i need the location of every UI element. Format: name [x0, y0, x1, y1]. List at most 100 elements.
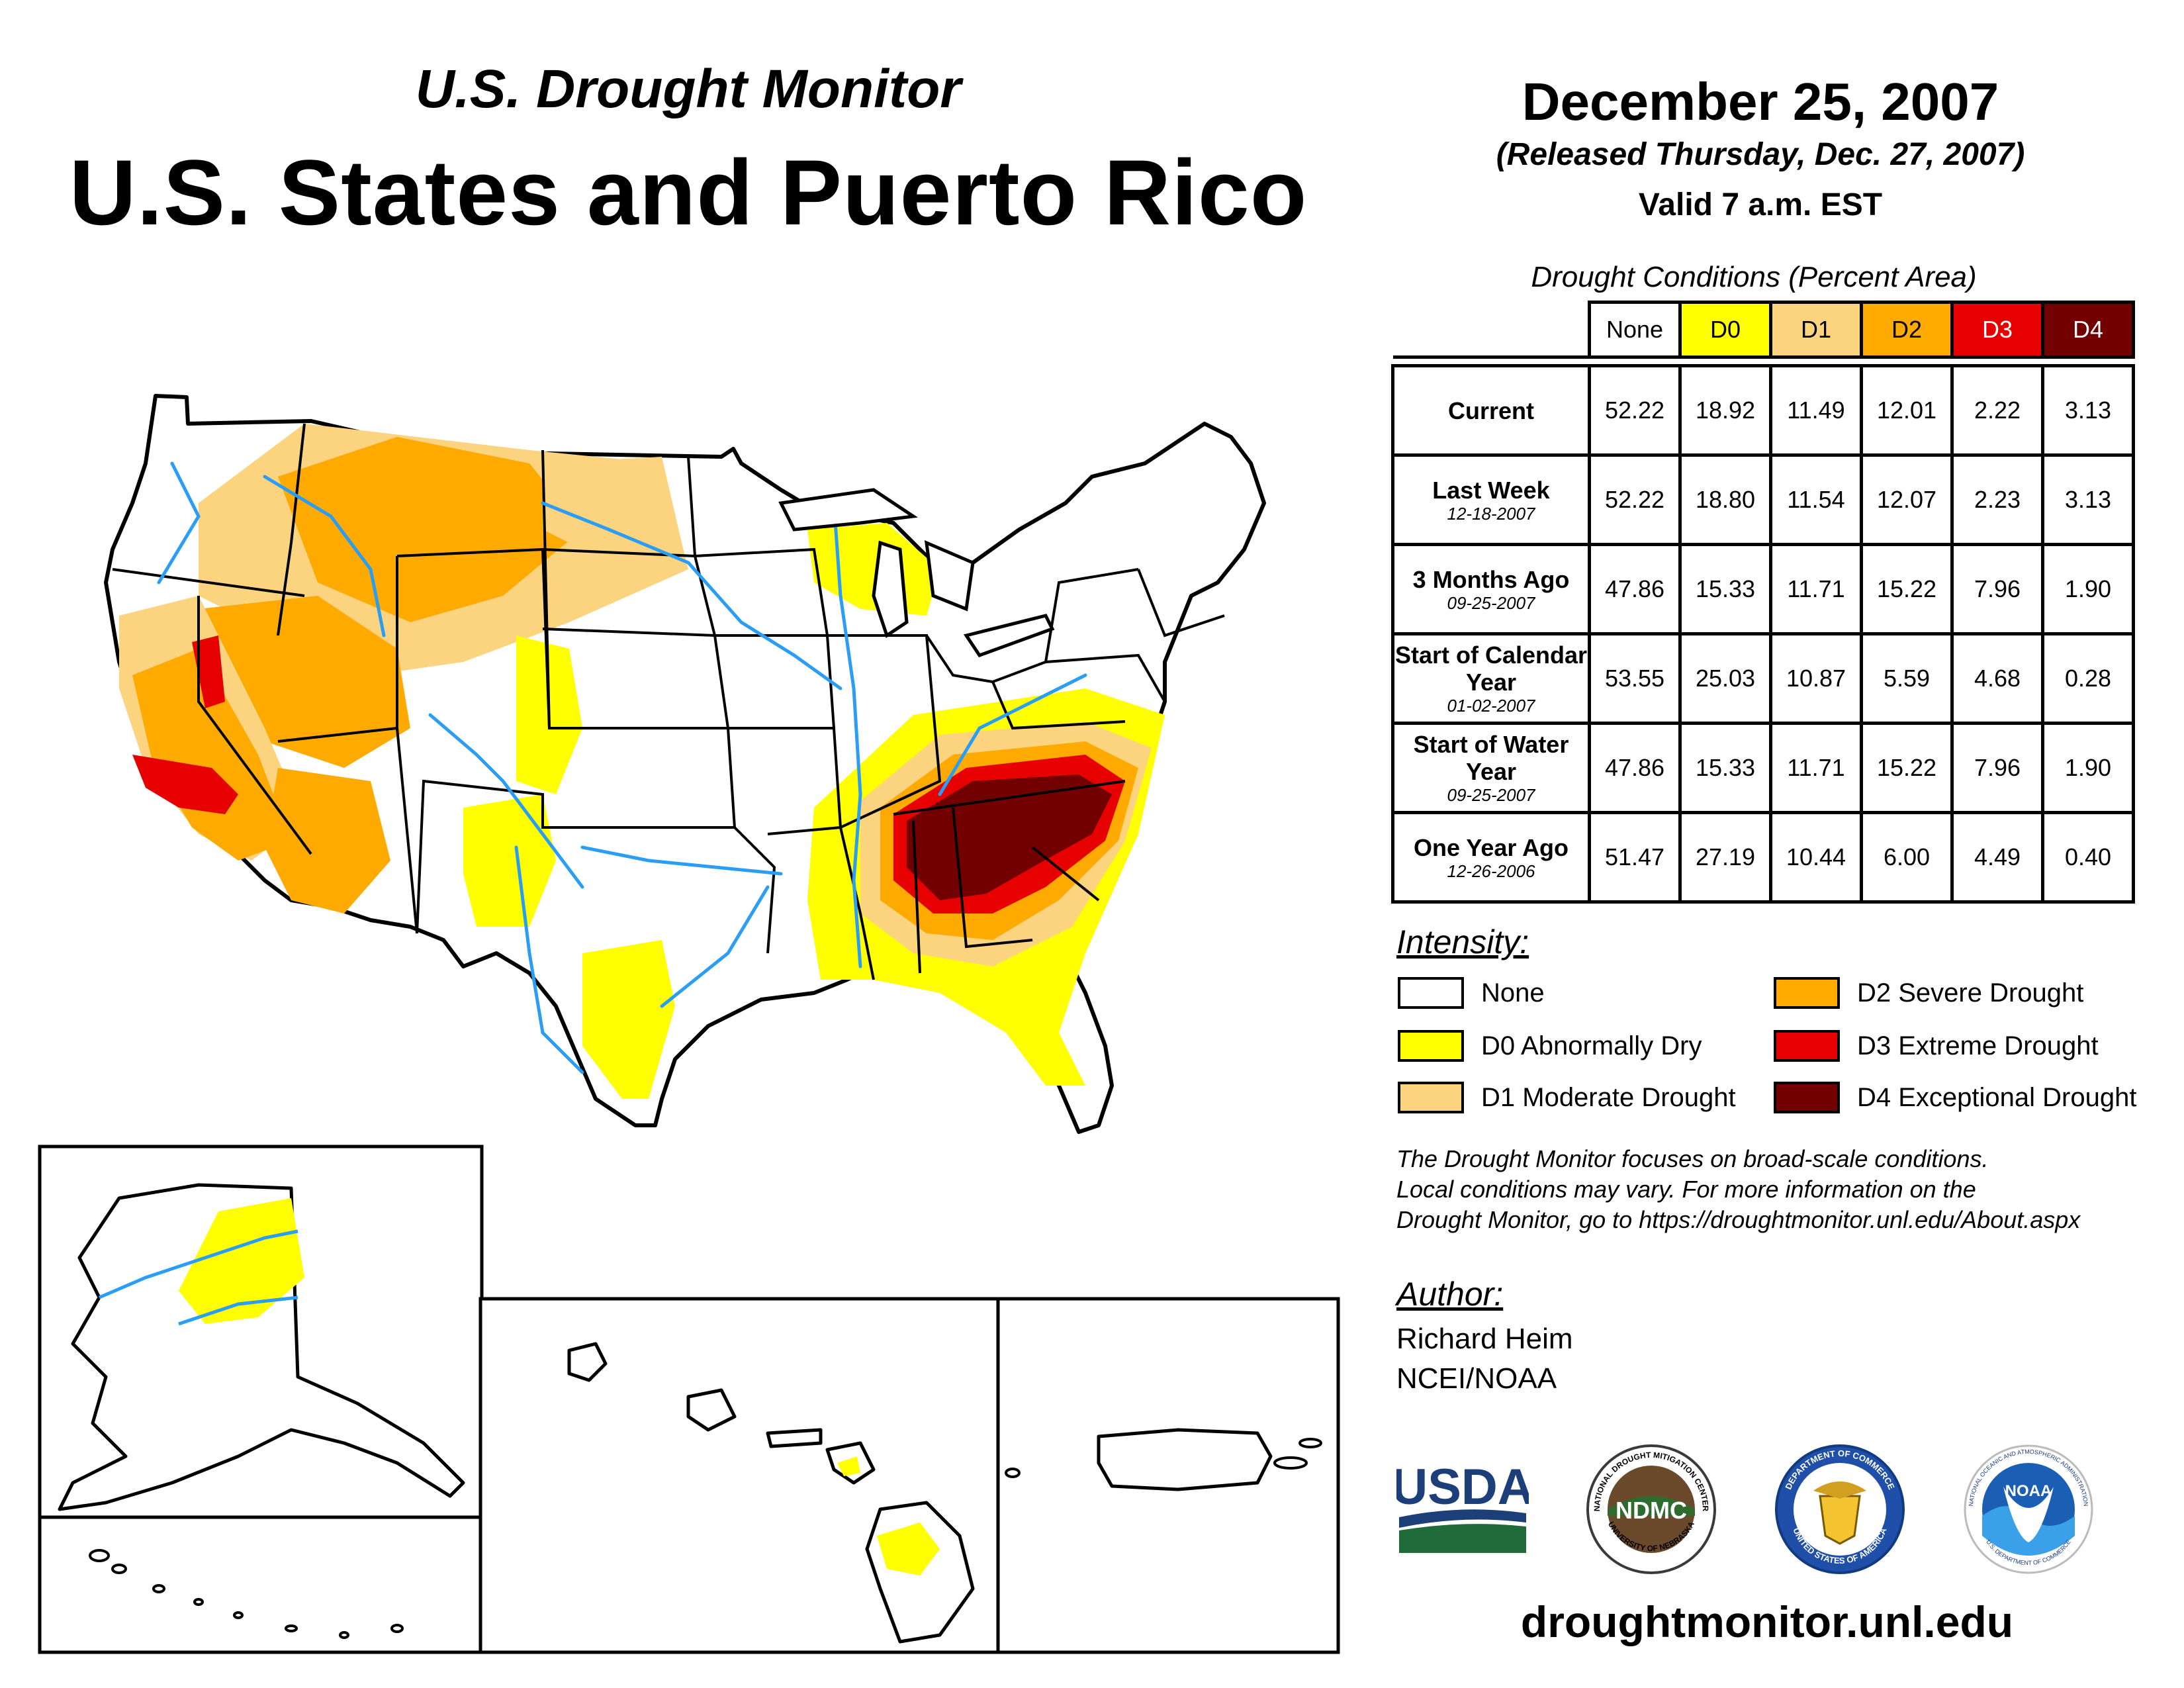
table-cell: 53.55: [1588, 632, 1682, 725]
eagle-wings-icon: [1813, 1481, 1866, 1499]
author-name: Richard Heim: [1396, 1323, 1573, 1355]
d2-area-arizona: [265, 768, 390, 914]
table-cell: 4.49: [1950, 811, 2044, 904]
table-row: Start of Water Year 09-25-2007 47.86 15.33 1…: [1391, 722, 2135, 814]
oahu: [686, 1388, 737, 1432]
noaa-bird-icon: [2003, 1487, 2054, 1542]
row-label-text: One Year Ago: [1413, 833, 1569, 861]
table-cell: 15.22: [1860, 543, 1954, 635]
lake-superior: [778, 488, 918, 532]
map-subtitle: U.S. Drought Monitor: [415, 59, 962, 119]
table-row: 3 Months Ago 09-25-2007 47.86 15.33 11.71 15.…: [1391, 543, 2135, 635]
row-label-text: Start of Water Year: [1413, 731, 1569, 785]
legend-title: Intensity:: [1396, 923, 1529, 961]
table-cell: 10.44: [1769, 811, 1863, 904]
map-date: December 25, 2007: [1522, 72, 1999, 131]
legend-swatch-d2: [1774, 977, 1840, 1009]
table-cell: 6.00: [1860, 811, 1954, 904]
table-cell: 18.92: [1678, 364, 1772, 457]
row-label: Current: [1391, 364, 1591, 457]
alaska-rivers: [99, 1229, 298, 1326]
ndmc-logo-text: NDMC: [1615, 1497, 1687, 1524]
row-label: One Year Ago 12-26-2006: [1391, 811, 1591, 904]
d3-area-california-north: [192, 635, 225, 708]
note-line-1: The Drought Monitor focuses on broad-sca…: [1396, 1145, 1989, 1172]
row-label-date: 12-18-2007: [1447, 503, 1535, 524]
rivers: [157, 461, 1087, 1074]
table-cell: 27.19: [1678, 811, 1772, 904]
legend-swatch-d3: [1774, 1030, 1840, 1062]
table-row: One Year Ago 12-26-2006 51.47 27.19 10.44 6.0…: [1391, 811, 2135, 904]
note-line-2: Local conditions may vary. For more info…: [1396, 1176, 1976, 1203]
table-corner: [1392, 302, 1591, 359]
table-cell: 11.71: [1769, 543, 1863, 635]
website-url[interactable]: droughtmonitor.unl.edu: [1520, 1597, 2014, 1646]
d0-area-newmexico: [463, 794, 556, 927]
commerce-logo: DEPARTMENT OF COMMERCE UNITED STATES OF …: [1775, 1444, 1905, 1574]
hawaii-d0-big-island: [877, 1523, 940, 1575]
state-boundaries: [112, 423, 1225, 980]
table-cell: 2.22: [1950, 364, 2044, 457]
lake-michigan: [872, 540, 909, 638]
author-organization: NCEI/NOAA: [1396, 1362, 1557, 1395]
legend-label-d1: D1 Moderate Drought: [1481, 1083, 1736, 1112]
molokai: [766, 1428, 823, 1448]
legend-swatch-d1: [1398, 1082, 1464, 1113]
row-label-date: 09-25-2007: [1447, 592, 1535, 613]
table-cell: 7.96: [1950, 722, 2044, 814]
table-cell: 10.87: [1769, 632, 1863, 725]
disclaimer-note: The Drought Monitor focuses on broad-sca…: [1396, 1144, 2177, 1235]
lake-erie: [963, 614, 1055, 658]
row-label-date: 09-25-2007: [1447, 785, 1535, 805]
col-header-none: None: [1588, 301, 1682, 359]
row-label-text: Start of Calendar Year: [1394, 641, 1588, 696]
legend-label-d3: D3 Extreme Drought: [1857, 1031, 2099, 1060]
author-heading: Author:: [1396, 1276, 1504, 1313]
col-header-d0: D0: [1678, 301, 1772, 359]
table-cell: 0.28: [2041, 632, 2135, 725]
legend-label-d0: D0 Abnormally Dry: [1481, 1031, 1702, 1060]
table-body: Current 52.22 18.92 11.49 12.01 2.22 3.13 Last …: [1391, 357, 2135, 904]
table-row: Last Week 12-18-2007 52.22 18.80 11.54 12.07 2…: [1391, 453, 2135, 546]
inset-maps: [38, 1145, 1340, 1654]
col-header-d4: D4: [2041, 301, 2135, 359]
row-label: Last Week 12-18-2007: [1391, 453, 1591, 546]
puerto-rico-islands: [1005, 1438, 1322, 1478]
row-label: 3 Months Ago 09-25-2007: [1391, 543, 1591, 635]
table-caption: Drought Conditions (Percent Area): [1531, 261, 1977, 293]
legend-label-none: None: [1481, 978, 1545, 1008]
alaska-outline: [58, 1183, 465, 1511]
map-title: U.S. States and Puerto Rico: [69, 140, 1308, 244]
table-cell: 11.54: [1769, 453, 1863, 546]
ndmc-logo: NDMC NATIONAL DROUGHT MITIGATION CENTER …: [1586, 1444, 1716, 1574]
row-label: Start of Water Year 09-25-2007: [1391, 722, 1591, 814]
col-header-d3: D3: [1950, 301, 2044, 359]
table-cell: 1.90: [2041, 722, 2135, 814]
table-cell: 52.22: [1588, 364, 1682, 457]
table-cell: 1.90: [2041, 543, 2135, 635]
table-cell: 12.01: [1860, 364, 1954, 457]
d2-area-northwest: [278, 437, 582, 622]
conus-map: [104, 394, 1266, 1134]
legend-swatch-d4: [1774, 1082, 1840, 1113]
usda-logo-text: USDA: [1396, 1459, 1529, 1515]
table-cell: 51.47: [1588, 811, 1682, 904]
table-cell: 47.86: [1588, 722, 1682, 814]
alaska-d0-area: [179, 1198, 304, 1324]
legend-label-d4: D4 Exceptional Drought: [1857, 1083, 2137, 1112]
table-row: Start of Calendar Year 01-02-2007 53.55 25.…: [1391, 632, 2135, 725]
kauai: [567, 1342, 608, 1382]
legend-swatch-d0: [1398, 1030, 1464, 1062]
aleutian-inset-frame: [38, 1515, 484, 1654]
table-cell: 3.13: [2041, 453, 2135, 546]
row-label-text: Last Week: [1432, 476, 1550, 504]
table-cell: 47.86: [1588, 543, 1682, 635]
legend-swatch-none: [1398, 977, 1464, 1009]
note-line-3: Drought Monitor, go to https://droughtmo…: [1396, 1206, 2081, 1233]
release-date: (Released Thursday, Dec. 27, 2007): [1496, 137, 2025, 172]
col-header-d1: D1: [1769, 301, 1863, 359]
great-lakes: [778, 488, 1055, 658]
d0-area-texas: [582, 940, 675, 1099]
d3-area-california-south: [132, 755, 238, 814]
row-label-text: 3 Months Ago: [1412, 565, 1570, 593]
